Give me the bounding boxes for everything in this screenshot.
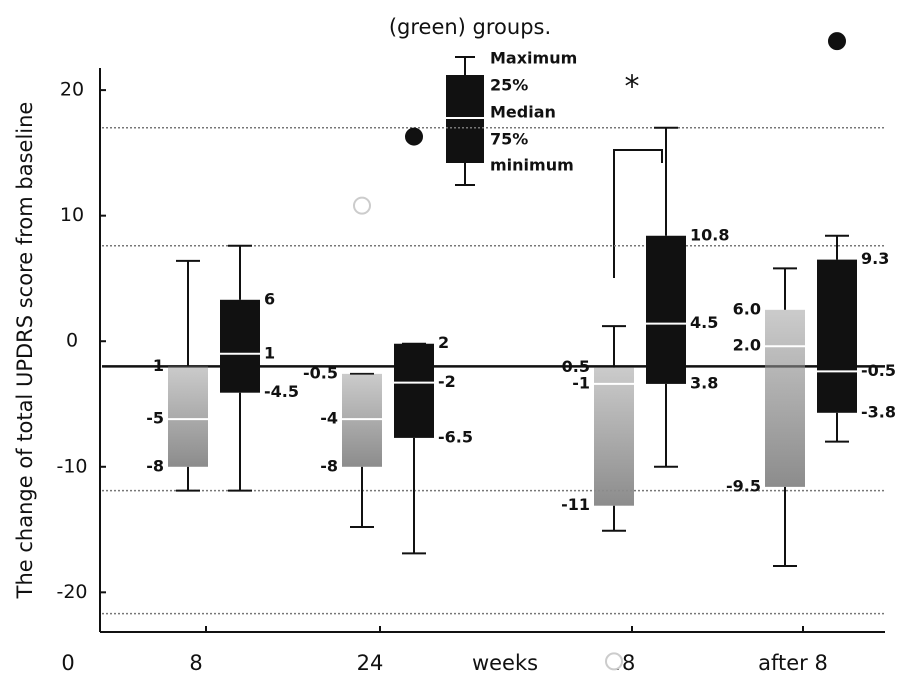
box-note: -0.5 (861, 361, 896, 380)
box (394, 343, 434, 438)
outlier (353, 196, 371, 215)
legend-label: 75% (490, 130, 528, 149)
box-note: -11 (561, 495, 590, 514)
x-tick-label: after 8 (758, 651, 828, 675)
box-note: -9.5 (726, 476, 761, 495)
box (220, 299, 260, 393)
box-note: -8 (146, 456, 164, 475)
outlier (405, 127, 423, 146)
x-tick-label: 8 (189, 651, 202, 675)
significance-bracket (613, 149, 663, 278)
legend: Maximum 25% Median 75% minimum (446, 49, 577, 186)
chart-title: (green) groups. (389, 15, 551, 39)
legend-label: 25% (490, 76, 528, 95)
box-note: 3.8 (690, 373, 718, 392)
box-note: -4 (320, 409, 338, 428)
outlier (828, 32, 846, 51)
box-note: 2 (438, 333, 449, 352)
box-note: 1 (264, 343, 275, 362)
y-tick-label: 0 (66, 330, 78, 352)
box-note: -4.5 (264, 382, 299, 401)
x-axis-label: weeks (472, 651, 538, 675)
box (817, 259, 857, 413)
box-note: -1 (572, 373, 590, 392)
box (765, 309, 805, 487)
legend-label: minimum (490, 156, 574, 175)
outlier (605, 652, 623, 671)
box-note: -3.8 (861, 402, 896, 421)
x-tick-label: 24 (357, 651, 384, 675)
legend-label: Maximum (490, 49, 577, 68)
y-tick-label: -10 (56, 455, 87, 477)
box-note: 2.0 (733, 336, 761, 355)
y-axis-label: The change of total UPDRS score from bas… (13, 102, 37, 600)
box (168, 366, 208, 467)
box-note: 6 (264, 289, 275, 308)
box-note: -8 (320, 456, 338, 475)
y-tick-label: 20 (60, 79, 84, 101)
y-tick-label: -20 (56, 581, 87, 603)
legend-label: Median (490, 103, 556, 122)
box-note: 9.3 (861, 249, 889, 268)
box-note: 10.8 (690, 225, 729, 244)
box-note: -6.5 (438, 427, 473, 446)
box-note: 4.5 (690, 313, 718, 332)
box-note: -5 (146, 409, 164, 428)
box-note: -0.5 (303, 363, 338, 382)
box (594, 367, 634, 506)
significance-mark: * (625, 70, 640, 105)
box-note: 0.5 (562, 357, 590, 376)
box-note: 6.0 (733, 299, 761, 318)
x-origin-label: 0 (61, 651, 74, 675)
box (646, 235, 686, 384)
box (342, 373, 382, 467)
y-tick-label: 10 (60, 204, 84, 226)
box-note: 1 (153, 356, 164, 375)
box-note: -2 (438, 372, 456, 391)
